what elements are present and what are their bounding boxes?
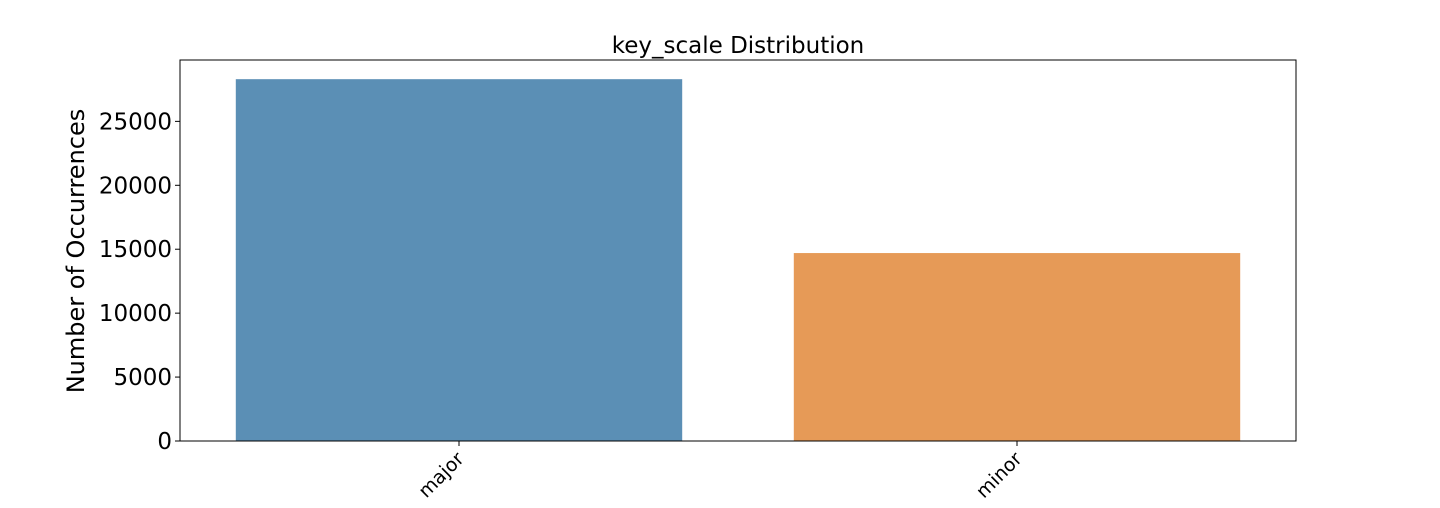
y-tick-label-10000: 10000 (99, 301, 172, 327)
y-tick-label-15000: 15000 (99, 237, 172, 263)
y-axis-label: Number of Occurrences (62, 109, 90, 394)
bar-major (235, 79, 683, 441)
y-axis: 0 5000 10000 15000 20000 25000 (99, 109, 180, 455)
y-tick-label-25000: 25000 (99, 109, 172, 135)
chart-title: key_scale Distribution (612, 33, 865, 59)
bar-minor (793, 253, 1241, 441)
bars-layer (235, 79, 1241, 441)
y-tick-label-0: 0 (157, 429, 172, 455)
x-axis: major minor (414, 441, 1027, 503)
plot-frame (179, 59, 1297, 442)
y-tick-label-5000: 5000 (113, 365, 172, 391)
y-tick-label-20000: 20000 (99, 173, 172, 199)
x-tick-label-major: major (414, 448, 468, 502)
x-tick-label-minor: minor (972, 448, 1027, 503)
